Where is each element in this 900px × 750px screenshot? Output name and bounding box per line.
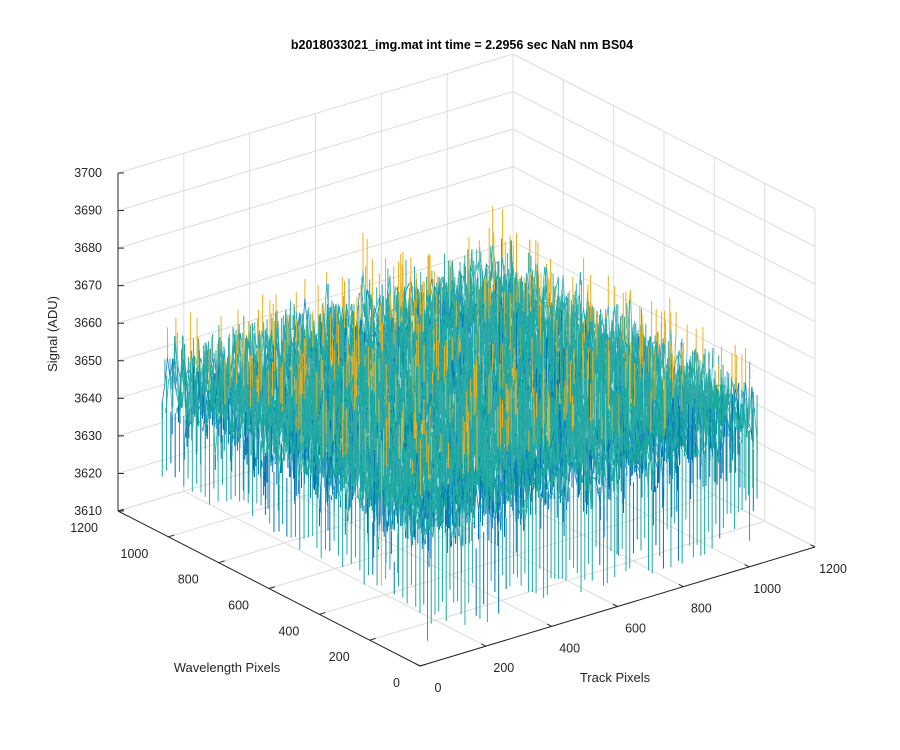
x-tick <box>546 623 552 627</box>
x-tick <box>415 663 421 667</box>
grid-line <box>512 91 816 248</box>
x-tick <box>481 643 487 647</box>
y-tick <box>218 560 225 564</box>
grid-line <box>117 53 514 174</box>
grid-line <box>512 166 816 323</box>
x-tick <box>810 544 816 548</box>
x-tick <box>612 603 618 607</box>
grid-line <box>319 494 715 615</box>
y-tick <box>419 663 427 667</box>
axes <box>117 172 816 667</box>
grid-line <box>117 241 514 362</box>
x-tick <box>678 583 684 588</box>
y-tick <box>319 612 326 615</box>
grid-line <box>512 241 816 398</box>
grid-line <box>512 53 816 210</box>
y-tick <box>268 586 276 589</box>
grid-line <box>369 520 765 641</box>
x-tick <box>744 564 750 568</box>
y-tick <box>168 534 175 538</box>
grid-line <box>512 128 816 285</box>
grid-line <box>117 128 514 249</box>
grid-line <box>512 203 816 360</box>
chart-title: b2018033021_img.mat int time = 2.2956 se… <box>291 38 633 52</box>
grid-line <box>117 203 514 324</box>
grid-line <box>117 166 514 287</box>
grid-line <box>117 91 514 212</box>
surface-mesh <box>161 206 758 641</box>
y-tick <box>369 637 376 641</box>
